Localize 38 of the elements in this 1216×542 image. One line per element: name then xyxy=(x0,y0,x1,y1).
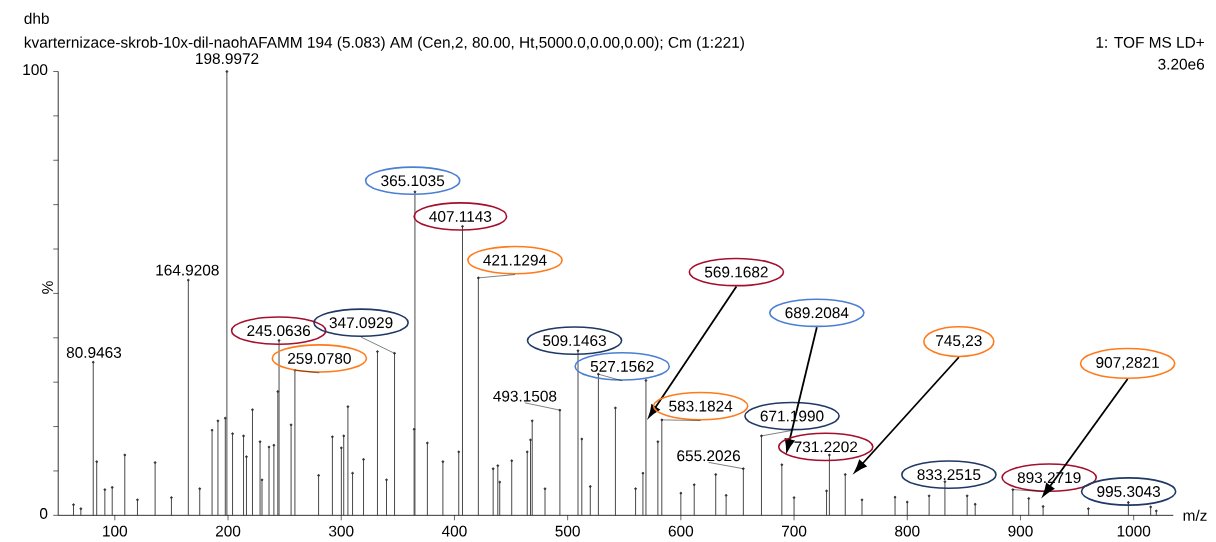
annotation: 259.0780 xyxy=(288,353,351,365)
x-tick-label: 500 xyxy=(555,525,580,537)
x-tick-label: 800 xyxy=(895,525,920,537)
annotation: 655.2026 xyxy=(677,450,740,462)
x-axis-title: m/z xyxy=(1183,509,1207,522)
annotation: 245.0636 xyxy=(247,325,311,337)
x-tick-label: 900 xyxy=(1008,525,1033,537)
x-tick-label: 400 xyxy=(441,525,467,537)
annotation: 80.9463 xyxy=(66,347,122,359)
annotation: 493.1508 xyxy=(493,390,557,402)
x-tick-label: 1000 xyxy=(1117,525,1151,537)
x-tick-label: 100 xyxy=(103,525,128,537)
annotation: 421.1294 xyxy=(483,254,547,266)
x-tick-label: 700 xyxy=(782,525,807,537)
chart-title: dhb xyxy=(24,12,49,25)
annotation: 689.2084 xyxy=(785,307,849,319)
annotation: 509.1463 xyxy=(543,335,606,347)
x-tick-label: 200 xyxy=(215,525,241,537)
annotation: 745,23 xyxy=(936,335,982,349)
annotation: 347.0929 xyxy=(329,317,393,329)
annotation: 407.1143 xyxy=(429,211,492,223)
annotation: 527.1562 xyxy=(590,361,654,373)
y-tick-label: 0 xyxy=(39,508,48,520)
x-tick-label: 600 xyxy=(668,525,694,537)
chart-subtitle: kvarternizace-skrob-10x-dil-naohAFAMM 194 (5.083) AM (Cen,2, 80.00, Ht,5000.0,0.00,0.00); Cm (1:221) xyxy=(24,36,744,52)
annotation: 833.2515 xyxy=(917,469,981,481)
y-axis-title: % xyxy=(42,281,53,294)
annotation: 365.1035 xyxy=(381,175,445,187)
x-tick-label: 300 xyxy=(328,525,354,537)
annotation: 198.9972 xyxy=(196,53,259,65)
annotation: 569.1682 xyxy=(704,266,768,278)
annotation: 731.2202 xyxy=(794,441,858,453)
text: 3.20e6 xyxy=(1158,58,1205,70)
annotation: 907,2821 xyxy=(1096,357,1159,370)
text: 1: TOF MS LD+ xyxy=(1096,37,1204,48)
annotation: 164.9208 xyxy=(156,264,219,276)
annotation: 583.1824 xyxy=(669,400,733,412)
annotation: 995.3043 xyxy=(1097,486,1161,498)
